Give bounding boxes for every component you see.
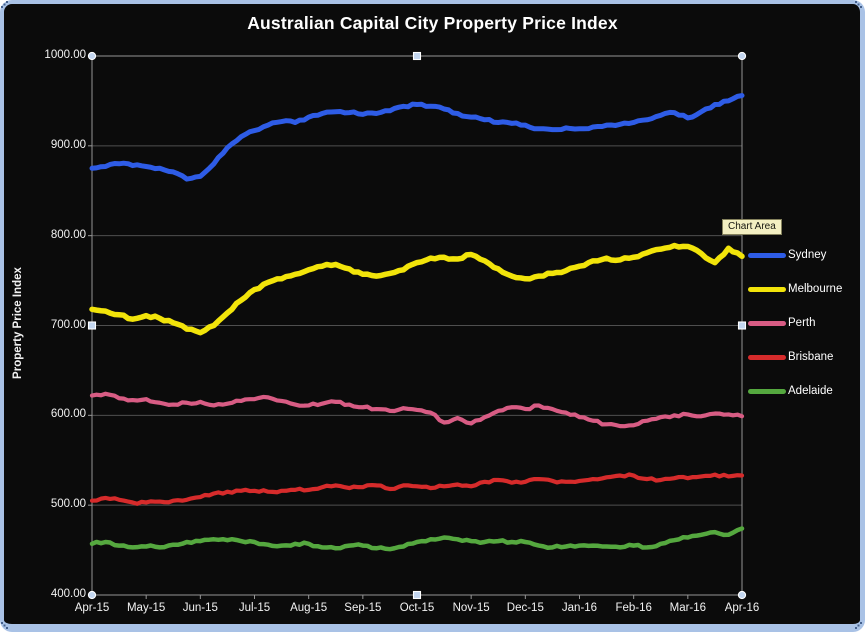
selection-handle-middle-right[interactable] bbox=[737, 321, 747, 330]
selection-handle-bottom-right[interactable] bbox=[737, 590, 747, 600]
x-tick-label[interactable]: Jun-15 bbox=[182, 602, 218, 614]
resize-grip-bottom-left[interactable] bbox=[1, 622, 10, 631]
legend[interactable]: Sydney Melbourne Perth Brisbane Adelaide bbox=[748, 238, 842, 408]
legend-item-melbourne[interactable]: Melbourne bbox=[748, 272, 842, 306]
x-tick-label[interactable]: Apr-16 bbox=[724, 602, 760, 614]
selection-handle-top-right[interactable] bbox=[737, 51, 747, 61]
y-tick-label[interactable]: 600.00 bbox=[50, 408, 86, 421]
legend-label: Brisbane bbox=[788, 351, 834, 363]
x-tick-label[interactable]: May-15 bbox=[126, 602, 166, 614]
y-tick-label[interactable]: 400.00 bbox=[50, 588, 86, 600]
x-tick-label[interactable]: Aug-15 bbox=[290, 602, 328, 614]
x-tick-label[interactable]: Jul-15 bbox=[238, 602, 271, 614]
series-line-sydney[interactable] bbox=[89, 93, 745, 182]
legend-label: Melbourne bbox=[788, 283, 843, 295]
legend-label: Perth bbox=[788, 317, 816, 329]
selection-handle-middle-left[interactable] bbox=[87, 321, 97, 330]
x-tick-label[interactable]: Feb-16 bbox=[615, 602, 652, 614]
y-tick-label[interactable]: 1000.00 bbox=[44, 49, 86, 61]
series-line-brisbane[interactable] bbox=[89, 472, 745, 506]
resize-grip-top-left[interactable] bbox=[1, 1, 10, 10]
selection-handle-bottom-left[interactable] bbox=[87, 590, 97, 600]
y-tick-label[interactable]: 700.00 bbox=[50, 318, 86, 331]
x-tick-label[interactable]: Oct-15 bbox=[399, 602, 435, 614]
resize-grip-bottom-right[interactable] bbox=[855, 622, 864, 631]
x-tick-label[interactable]: Mar-16 bbox=[669, 602, 707, 614]
legend-label: Adelaide bbox=[788, 385, 833, 397]
series-line-adelaide[interactable] bbox=[89, 526, 745, 552]
x-tick-label[interactable]: Jan-16 bbox=[561, 602, 598, 614]
x-tick-label[interactable]: Apr-15 bbox=[74, 602, 110, 614]
y-tick-label[interactable]: 500.00 bbox=[50, 498, 86, 511]
x-tick-label[interactable]: Sep-15 bbox=[344, 602, 382, 614]
chart-area-tooltip: Chart Area bbox=[722, 219, 782, 235]
legend-swatch-adelaide bbox=[748, 388, 786, 394]
x-tick-label[interactable]: Dec-15 bbox=[506, 602, 544, 614]
chart-title[interactable]: Australian Capital City Property Price I… bbox=[247, 13, 618, 33]
series-line-perth[interactable] bbox=[89, 391, 745, 429]
legend-swatch-brisbane bbox=[748, 354, 786, 360]
legend-swatch-sydney bbox=[748, 252, 786, 258]
legend-item-brisbane[interactable]: Brisbane bbox=[748, 340, 842, 374]
legend-swatch-melbourne bbox=[748, 286, 786, 292]
legend-item-sydney[interactable]: Sydney bbox=[748, 238, 842, 272]
legend-item-adelaide[interactable]: Adelaide bbox=[748, 374, 842, 408]
legend-item-perth[interactable]: Perth bbox=[748, 306, 842, 340]
legend-swatch-perth bbox=[748, 320, 786, 326]
resize-grip-top-right[interactable] bbox=[855, 1, 864, 10]
selection-handle-top-center[interactable] bbox=[412, 51, 422, 61]
series-line-melbourne[interactable] bbox=[89, 242, 745, 336]
legend-label: Sydney bbox=[788, 249, 827, 261]
y-tick-label[interactable]: 800.00 bbox=[50, 228, 86, 241]
x-tick-label[interactable]: Nov-15 bbox=[452, 602, 490, 614]
y-tick-label[interactable]: 900.00 bbox=[50, 138, 86, 151]
selection-handle-top-left[interactable] bbox=[87, 51, 97, 61]
selection-handle-bottom-center[interactable] bbox=[412, 590, 422, 600]
